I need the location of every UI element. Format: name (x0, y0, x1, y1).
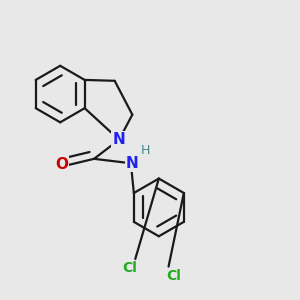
Text: Cl: Cl (166, 269, 181, 283)
Text: H: H (141, 144, 150, 158)
Text: N: N (126, 156, 139, 171)
Text: Cl: Cl (122, 261, 137, 275)
Text: N: N (113, 132, 125, 147)
Text: O: O (55, 157, 68, 172)
